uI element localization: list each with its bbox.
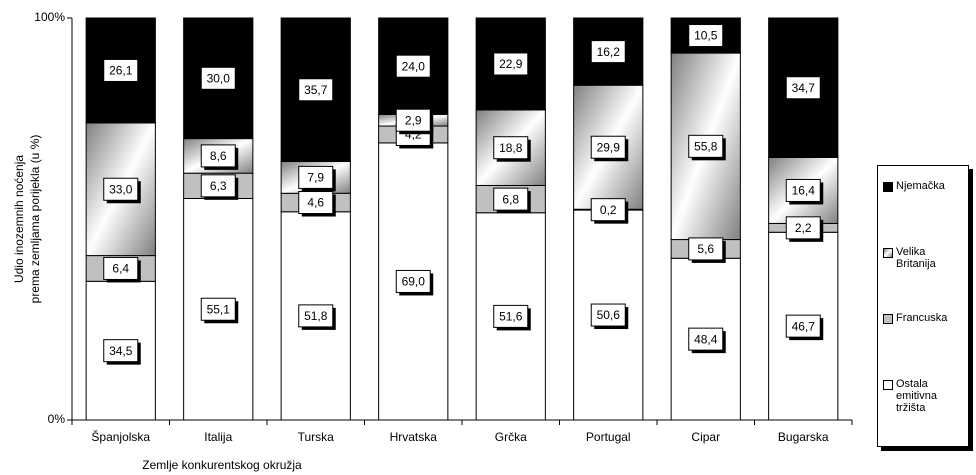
label-box <box>200 297 236 321</box>
label-box <box>688 237 724 261</box>
x-tick-label: Portugal <box>586 430 631 444</box>
data-label: 4,6 <box>307 196 324 210</box>
legend-item: Francuska <box>883 312 968 378</box>
label-box <box>688 327 724 351</box>
y-axis-title: Udio inozemnih noćenja <box>12 155 26 283</box>
legend-swatch <box>883 182 893 192</box>
label-box <box>785 178 821 202</box>
data-label: 55,1 <box>207 302 231 316</box>
data-label: 69,0 <box>402 275 426 289</box>
data-label: 18,8 <box>499 141 523 155</box>
label-box <box>493 304 529 328</box>
label-box <box>785 314 821 338</box>
label-box <box>785 216 821 240</box>
data-label: 46,7 <box>792 319 816 333</box>
y-tick-label: 100% <box>34 10 65 24</box>
label-box <box>590 135 626 159</box>
label-box <box>590 40 626 64</box>
x-tick-label: Hrvatska <box>390 430 438 444</box>
label-box <box>298 78 334 102</box>
data-label: 16,2 <box>597 45 621 59</box>
legend-label: Ostala emitivna tržišta <box>896 378 937 414</box>
label-box <box>395 269 431 293</box>
label-box <box>395 54 431 78</box>
data-label: 8,6 <box>210 149 227 163</box>
label-box <box>590 303 626 327</box>
data-label: 29,9 <box>597 140 621 154</box>
data-label: 30,0 <box>207 71 231 85</box>
data-label: 24,0 <box>402 59 426 73</box>
x-tick-label: Grčka <box>495 430 527 444</box>
label-box <box>103 58 139 82</box>
legend: Njemačka Velika Britanija Francuska Ostala … <box>877 165 969 447</box>
data-label: 6,3 <box>210 179 227 193</box>
data-label: 6,4 <box>112 262 129 276</box>
label-box <box>200 144 236 168</box>
data-label: 35,7 <box>304 83 328 97</box>
legend-swatch <box>883 314 893 324</box>
label-box <box>785 76 821 100</box>
data-label: 55,8 <box>694 139 718 153</box>
legend-item: Velika Britanija <box>883 246 968 312</box>
data-label: 2,2 <box>795 221 812 235</box>
data-label: 5,6 <box>697 242 714 256</box>
legend-label: Velika Britanija <box>896 246 936 270</box>
legend-item: Ostala emitivna tržišta <box>883 378 968 444</box>
x-tick-label: Cipar <box>691 430 720 444</box>
x-tick-label: Turska <box>298 430 335 444</box>
x-axis-title: Zemlje konkurentskog okružja <box>142 458 302 472</box>
legend-swatch <box>883 248 893 258</box>
data-label: 33,0 <box>109 182 133 196</box>
x-tick-label: Španjolska <box>91 429 150 444</box>
data-label: 51,8 <box>304 309 328 323</box>
data-label: 22,9 <box>499 57 523 71</box>
data-label: 34,5 <box>109 344 133 358</box>
label-box <box>493 52 529 76</box>
data-label: 6,8 <box>502 192 519 206</box>
data-label: 26,1 <box>109 64 133 78</box>
label-box <box>493 187 529 211</box>
y-axis-title: prema zemljama porijekla (u %) <box>28 135 42 304</box>
y-tick-label: 0% <box>48 412 66 426</box>
data-label: 48,4 <box>694 332 718 346</box>
label-box <box>103 339 139 363</box>
label-box <box>298 191 334 215</box>
data-label: 50,6 <box>597 308 621 322</box>
x-tick-label: Bugarska <box>778 430 829 444</box>
data-label: 10,5 <box>694 29 718 43</box>
label-box <box>395 108 431 132</box>
label-box <box>103 177 139 201</box>
data-label: 16,4 <box>792 184 816 198</box>
label-box <box>200 66 236 90</box>
label-box <box>200 174 236 198</box>
label-box <box>688 24 724 48</box>
data-label: 51,6 <box>499 310 523 324</box>
legend-item: Njemačka <box>883 180 968 246</box>
label-box <box>103 256 139 280</box>
x-tick-label: Italija <box>204 430 232 444</box>
data-label: 0,2 <box>600 203 617 217</box>
data-label: 34,7 <box>792 81 816 95</box>
data-label: 2,9 <box>405 113 422 127</box>
legend-swatch <box>883 380 893 390</box>
label-box <box>590 198 626 222</box>
legend-label: Njemačka <box>896 180 945 192</box>
legend-label: Francuska <box>896 312 948 324</box>
bar-segment <box>475 109 546 186</box>
label-box <box>688 134 724 158</box>
label-box <box>493 136 529 160</box>
data-label: 7,9 <box>307 171 324 185</box>
label-box <box>298 165 334 189</box>
label-box <box>298 304 334 328</box>
